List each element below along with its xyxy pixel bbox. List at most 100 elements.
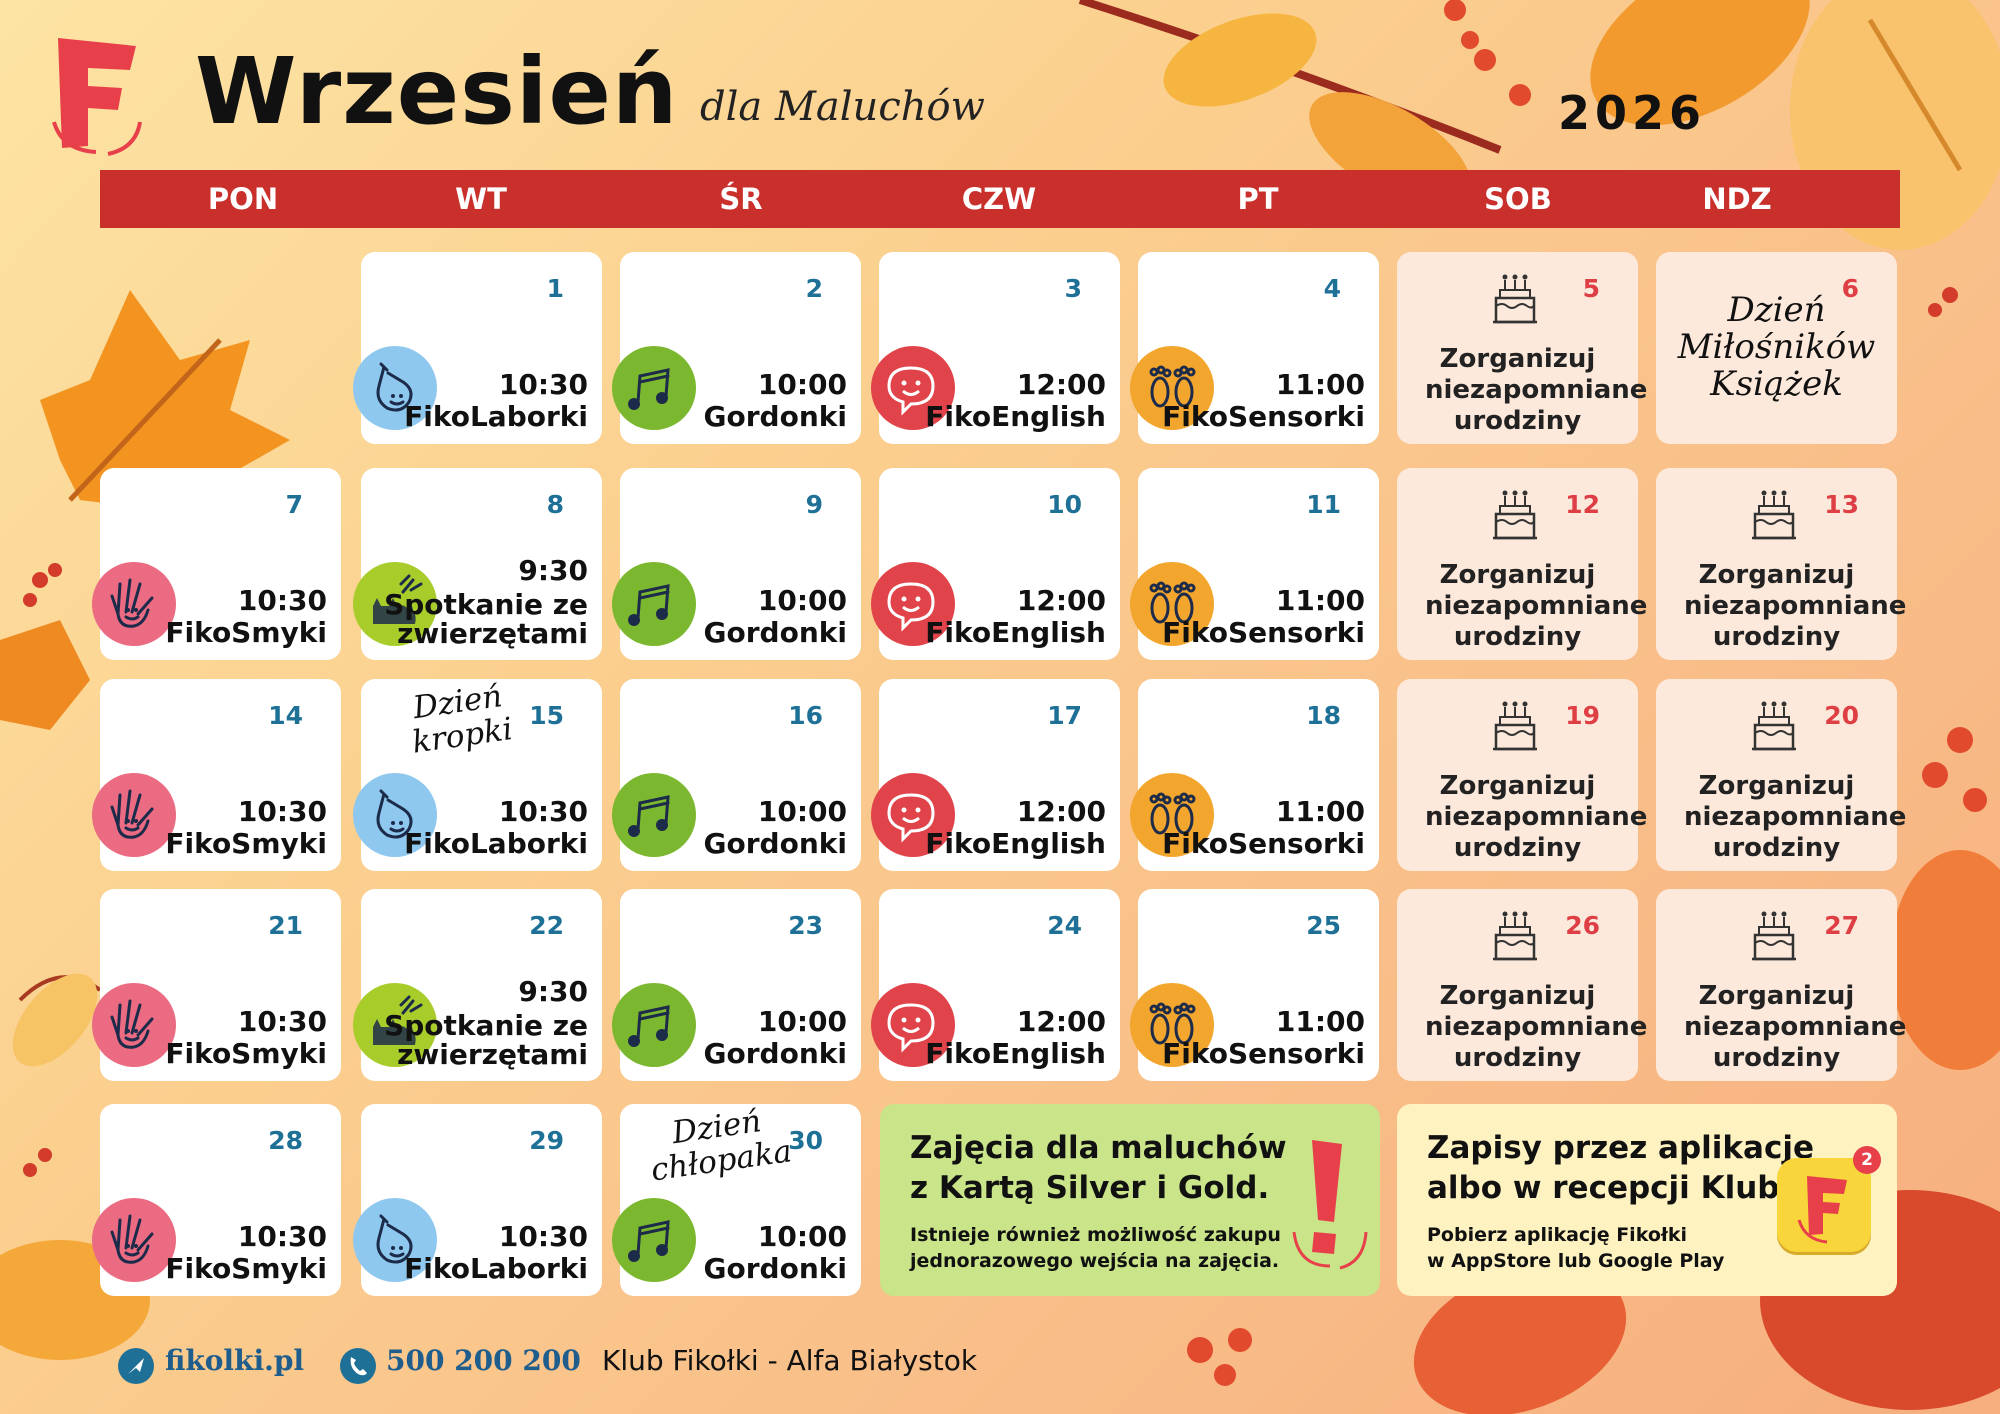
day-number: 6: [1841, 274, 1859, 303]
activity-name: FikoLaborki: [404, 1252, 588, 1285]
day-cell-29[interactable]: 29 10:30 FikoLaborki: [353, 1104, 602, 1296]
activity-name: FikoSensorki: [1162, 616, 1365, 649]
day-number: 20: [1824, 701, 1859, 730]
website-icon: [118, 1348, 154, 1384]
fikolki-logo: [48, 38, 144, 158]
phone-number[interactable]: 500 200 200: [386, 1344, 581, 1377]
speech-bubble-icon: [871, 346, 955, 430]
day-number: 15: [529, 701, 564, 730]
day-cell-1[interactable]: 1 10:30 FikoLaborki: [353, 252, 602, 444]
membership-info-title-line1: Zajęcia dla maluchów: [910, 1130, 1287, 1166]
activity-name: Gordonki: [703, 1252, 847, 1285]
speech-bubble-icon: [871, 562, 955, 646]
day-cell-23[interactable]: 23 10:00 Gordonki: [612, 889, 861, 1081]
day-number: 18: [1306, 701, 1341, 730]
activity-time: 10:30: [498, 1220, 588, 1253]
day-cell-25[interactable]: 25 11:00 FikoSensorki: [1130, 889, 1379, 1081]
activity-time: 12:00: [1016, 1005, 1106, 1038]
day-cell-20[interactable]: 20 Zorganizuj niezapomniane urodziny: [1656, 679, 1907, 871]
cake-icon: [1487, 907, 1543, 963]
day-cell-10[interactable]: 10 12:00 FikoEnglish: [871, 468, 1120, 660]
activity-name: Gordonki: [703, 827, 847, 860]
day-cell-18[interactable]: 18 11:00 FikoSensorki: [1130, 679, 1379, 871]
day-cell-17[interactable]: 17 12:00 FikoEnglish: [871, 679, 1120, 871]
day-cell-19[interactable]: 19 Zorganizuj niezapomniane urodziny: [1397, 679, 1647, 871]
flask-icon: [353, 773, 437, 857]
hand-icon: [92, 562, 176, 646]
activity-time: 9:30: [518, 975, 588, 1008]
day-cell-7[interactable]: 7 10:30 FikoSmyki: [92, 468, 341, 660]
day-cell-16[interactable]: 16 10:00 Gordonki: [612, 679, 861, 871]
activity-time: 9:30: [518, 554, 588, 587]
activity-name: FikoSmyki: [165, 616, 327, 649]
day-number: 3: [1064, 274, 1082, 303]
website-link[interactable]: fikolki.pl: [165, 1344, 305, 1377]
day-cell-3[interactable]: 3 12:00 FikoEnglish: [871, 252, 1120, 444]
day-cell-12[interactable]: 12 Zorganizuj niezapomniane urodziny: [1397, 468, 1647, 660]
music-notes-icon: [612, 562, 696, 646]
activity-time: 12:00: [1016, 795, 1106, 828]
day-number: 28: [268, 1126, 303, 1155]
birthday-offer: Zorganizuj niezapomniane urodziny: [1684, 771, 1907, 863]
day-number: 24: [1047, 911, 1082, 940]
cake-icon: [1487, 270, 1543, 326]
hand-icon: [92, 983, 176, 1067]
footprints-icon: [1130, 773, 1214, 857]
day-number: 30: [788, 1126, 823, 1155]
activity-name: FikoEnglish: [925, 400, 1106, 433]
activity-name: FikoSmyki: [165, 827, 327, 860]
activity-name: FikoSmyki: [165, 1037, 327, 1070]
day-cell-26[interactable]: 26 Zorganizuj niezapomniane urodziny: [1397, 889, 1647, 1081]
animals-icon: [353, 983, 437, 1067]
animals-icon: [353, 562, 437, 646]
activity-name: Spotkanie ze zwierzętami: [384, 588, 588, 650]
activity-name: FikoLaborki: [404, 827, 588, 860]
day-cell-14[interactable]: 14 10:30 FikoSmyki: [92, 679, 341, 871]
day-number: 26: [1565, 911, 1600, 940]
membership-info-text-line2: jednorazowego wejścia na zajęcia.: [910, 1250, 1280, 1272]
cake-icon: [1487, 697, 1543, 753]
special-day-label: Dzień chłopaka: [648, 1103, 794, 1189]
day-cell-27[interactable]: 27 Zorganizuj niezapomniane urodziny: [1656, 889, 1907, 1081]
activity-name: FikoSensorki: [1162, 1037, 1365, 1070]
footprints-icon: [1130, 983, 1214, 1067]
day-number: 17: [1047, 701, 1082, 730]
birthday-offer: Zorganizuj niezapomniane urodziny: [1684, 981, 1907, 1073]
day-cell-9[interactable]: 9 10:00 Gordonki: [612, 468, 861, 660]
day-number: 27: [1824, 911, 1859, 940]
day-cell-2[interactable]: 2 10:00 Gordonki: [612, 252, 861, 444]
day-cell-6[interactable]: 6 Dzień Miłośników Książek: [1656, 252, 1897, 444]
day-cell-8[interactable]: 8 9:30 Spotkanie ze zwierzętami: [353, 468, 602, 660]
day-number: 5: [1582, 274, 1600, 303]
weekday-1: PON: [207, 182, 279, 216]
day-number: 14: [268, 701, 303, 730]
day-cell-21[interactable]: 21 10:30 FikoSmyki: [92, 889, 341, 1081]
cake-icon: [1746, 697, 1802, 753]
day-cell-22[interactable]: 22 9:30 Spotkanie ze zwierzętami: [353, 889, 602, 1081]
activity-time: 10:30: [498, 368, 588, 401]
day-cell-15[interactable]: 15 10:30 FikoLaborki Dzień kropki: [353, 678, 602, 871]
activity-time: 10:30: [498, 795, 588, 828]
cake-icon: [1746, 486, 1802, 542]
day-cell-5[interactable]: 5 Zorganizuj niezapomniane urodziny: [1397, 252, 1648, 444]
activity-time: 12:00: [1016, 368, 1106, 401]
month-title: Wrzesień: [195, 38, 679, 145]
app-icon[interactable]: 2: [1777, 1146, 1881, 1252]
footprints-icon: [1130, 562, 1214, 646]
activity-time: 11:00: [1275, 368, 1365, 401]
birthday-offer: Zorganizuj niezapomniane urodziny: [1425, 344, 1648, 436]
hand-icon: [92, 1198, 176, 1282]
day-cell-24[interactable]: 24 12:00 FikoEnglish: [871, 889, 1120, 1081]
activity-time: 10:30: [237, 1005, 327, 1038]
speech-bubble-icon: [871, 773, 955, 857]
day-cell-4[interactable]: 4 11:00 FikoSensorki: [1130, 252, 1379, 444]
day-cell-11[interactable]: 11 11:00 FikoSensorki: [1130, 468, 1379, 660]
activity-name: FikoSensorki: [1162, 827, 1365, 860]
day-cell-30[interactable]: 30 10:00 Gordonki Dzień chłopaka: [612, 1103, 861, 1296]
day-cell-13[interactable]: 13 Zorganizuj niezapomniane urodziny: [1656, 468, 1906, 660]
activity-time: 10:00: [757, 1005, 847, 1038]
hand-icon: [92, 773, 176, 857]
day-cell-28[interactable]: 28 10:30 FikoSmyki: [92, 1104, 341, 1296]
flask-icon: [353, 1198, 437, 1282]
